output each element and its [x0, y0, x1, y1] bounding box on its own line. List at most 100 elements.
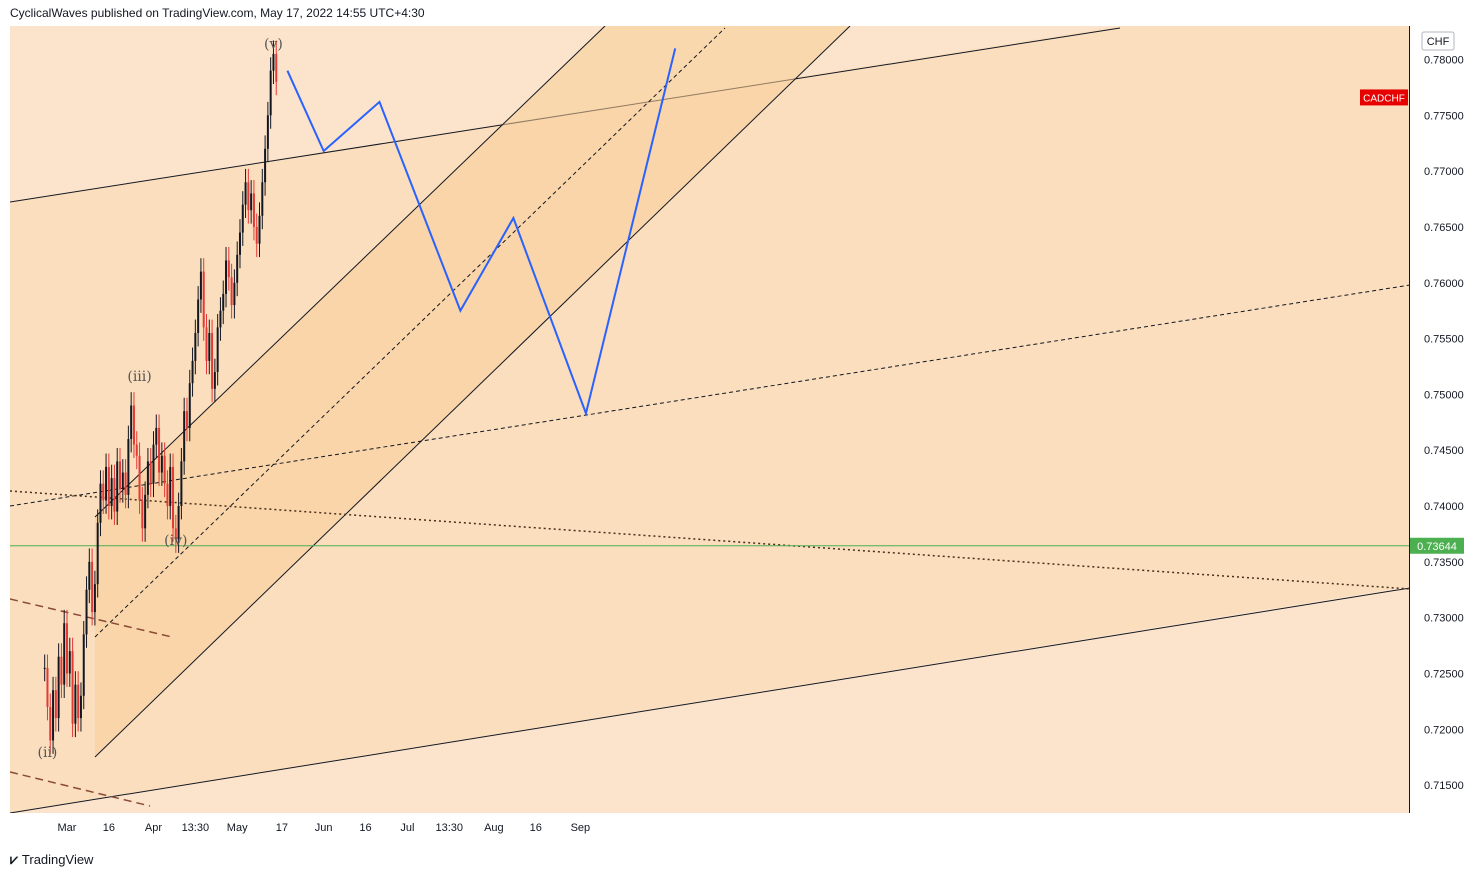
time-tick-label: Sep	[571, 822, 591, 834]
candle-body	[258, 215, 261, 244]
cadchf-tag: CADCHF	[1360, 89, 1408, 106]
candle-body	[144, 494, 147, 529]
candle-body	[77, 684, 80, 719]
candle-body	[266, 115, 269, 149]
candle-body	[244, 182, 247, 205]
candle-body	[105, 466, 108, 501]
time-tick-label: May	[227, 822, 248, 834]
candle-body	[202, 271, 205, 328]
candle-body	[96, 522, 99, 585]
price-axis[interactable]: CHF 0.780000.775000.770000.765000.760000…	[1410, 26, 1478, 841]
candle-body	[52, 690, 55, 741]
publish-header: CyclicalWaves published on TradingView.c…	[10, 6, 425, 20]
candle-body	[160, 455, 163, 473]
candle-body	[191, 360, 194, 384]
time-tick-label: 16	[103, 822, 115, 834]
candle-body	[102, 483, 105, 501]
candle-body	[135, 444, 138, 456]
currency-label: CHF	[1427, 36, 1450, 48]
time-tick-label: Apr	[145, 822, 162, 834]
support-tag-label: 0.73644	[1417, 541, 1457, 553]
time-tick-label: 16	[359, 822, 371, 834]
candle-body	[208, 332, 211, 361]
time-tick-label: 16	[530, 822, 542, 834]
chart-plot-area[interactable]: (ii) (iii) (iv) (v) CADCHF	[10, 26, 1410, 813]
candle-body	[138, 455, 141, 501]
currency-box	[1421, 31, 1455, 51]
candle-body	[60, 656, 63, 685]
brown-dashed-upper-line	[10, 598, 173, 638]
price-tick-label: 0.78000	[1424, 54, 1464, 66]
outer-channel-lower-line	[10, 587, 1410, 813]
footer-brand: ⩗ TradingView	[10, 851, 93, 868]
candle-body	[185, 411, 188, 428]
projection-path	[286, 48, 677, 417]
candle-body	[205, 327, 208, 361]
candle-body	[255, 226, 258, 244]
candle-body	[68, 651, 71, 674]
candle-body	[88, 561, 91, 590]
candle-body	[238, 232, 241, 255]
candle-body	[197, 299, 200, 333]
price-tick-label: 0.73500	[1424, 557, 1464, 569]
time-tick-label: Jun	[315, 822, 333, 834]
candle-body	[241, 204, 244, 233]
candle-body	[163, 455, 166, 484]
candle-body	[183, 411, 186, 462]
candle-body	[49, 706, 52, 741]
candle-body	[222, 293, 225, 311]
candle-body	[199, 271, 202, 300]
candle-body	[152, 444, 155, 484]
candle-body	[230, 277, 233, 306]
price-axis-background	[1410, 26, 1478, 841]
inner-channel-lower-line	[94, 26, 851, 758]
candle-body	[247, 182, 250, 211]
candle-body	[46, 667, 49, 707]
candle-body	[174, 528, 177, 540]
support-tag-background	[1410, 537, 1464, 554]
candle-body	[252, 193, 255, 227]
price-tick-label: 0.74000	[1424, 501, 1464, 513]
candle-body	[130, 405, 133, 440]
candle-body	[110, 478, 113, 507]
candle-body	[57, 656, 60, 719]
candle-body	[264, 148, 267, 183]
time-axis[interactable]: Mar 16 Apr 13:30 May 17 Jun 16 Jul 13:30 Aug 16 Sep	[10, 813, 1410, 841]
price-axis-ticks: 0.78000 0.77500 0.77000 0.76500 0.76000 0.755…	[1424, 54, 1464, 792]
price-candles	[43, 40, 278, 754]
candle-body	[188, 383, 191, 428]
brown-dashed-lower-line	[10, 771, 151, 807]
candle-body	[155, 427, 158, 445]
price-tick-label: 0.72000	[1424, 724, 1464, 736]
candle-body	[74, 684, 77, 724]
time-tick-label: Jul	[400, 822, 414, 834]
candle-body	[121, 472, 124, 490]
candle-body	[124, 472, 127, 495]
time-axis-ticks: Mar 16 Apr 13:30 May 17 Jun 16 Jul 13:30 Aug 16 Sep	[58, 822, 591, 834]
candle-body	[82, 634, 85, 696]
candle-body	[180, 461, 183, 507]
candle-body	[177, 506, 180, 540]
candle-body	[93, 584, 96, 613]
candle-body	[250, 193, 253, 211]
wave-label: (v)	[264, 36, 283, 52]
price-tick-label: 0.77000	[1424, 166, 1464, 178]
outer-channel-fill	[10, 26, 1410, 813]
candle-body	[141, 500, 144, 529]
candle-body	[169, 466, 172, 507]
candle-body	[158, 427, 161, 473]
candle-body	[132, 405, 135, 445]
wave-label: (iv)	[164, 533, 187, 549]
candle-body	[85, 589, 88, 635]
candle-body	[43, 667, 46, 669]
price-tick-label: 0.76500	[1424, 222, 1464, 234]
candle-body	[219, 310, 222, 328]
candle-body	[213, 372, 216, 389]
price-tick-label: 0.75000	[1424, 389, 1464, 401]
candle-body	[233, 282, 236, 306]
inner-channel-median-line	[94, 27, 726, 638]
candle-body	[172, 466, 175, 529]
wave-label: (iii)	[127, 369, 151, 385]
candle-body	[275, 53, 278, 82]
candle-body	[113, 478, 116, 512]
